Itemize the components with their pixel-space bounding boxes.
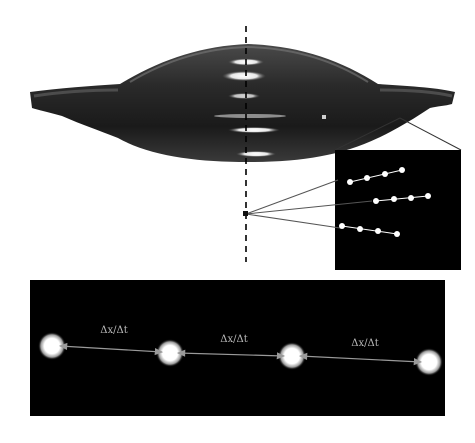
particle-dot — [339, 223, 345, 229]
velocity-label: Δx/Δt — [220, 334, 247, 345]
inset-tracks — [339, 167, 431, 237]
zoom-connector — [334, 117, 462, 151]
track-row — [339, 223, 400, 237]
particle-dot — [394, 231, 400, 237]
displacement-arrows — [58, 342, 423, 366]
particle-dot — [382, 171, 388, 177]
particle-dot — [399, 167, 405, 173]
velocity-labels: Δx/Δt Δx/Δt Δx/Δt — [100, 325, 378, 349]
particle-dot — [391, 196, 397, 202]
particle-dot — [364, 175, 370, 181]
velocity-label: Δx/Δt — [100, 325, 127, 336]
particle-dot — [347, 179, 353, 185]
track-row — [347, 167, 405, 185]
displacement-arrow — [176, 349, 286, 360]
zoom-inset — [335, 150, 461, 270]
drop-profile — [30, 44, 455, 162]
particle-dot — [375, 228, 381, 234]
displacement-arrow — [58, 342, 164, 356]
inset-pointer-lines — [243, 179, 373, 229]
track-row — [373, 193, 431, 204]
particle-dot — [357, 226, 363, 232]
particle-dot — [425, 193, 431, 199]
particle-dot — [408, 195, 414, 201]
particle-dot — [373, 198, 379, 204]
velocity-label: Δx/Δt — [351, 338, 378, 349]
displacement-arrow — [298, 352, 423, 366]
